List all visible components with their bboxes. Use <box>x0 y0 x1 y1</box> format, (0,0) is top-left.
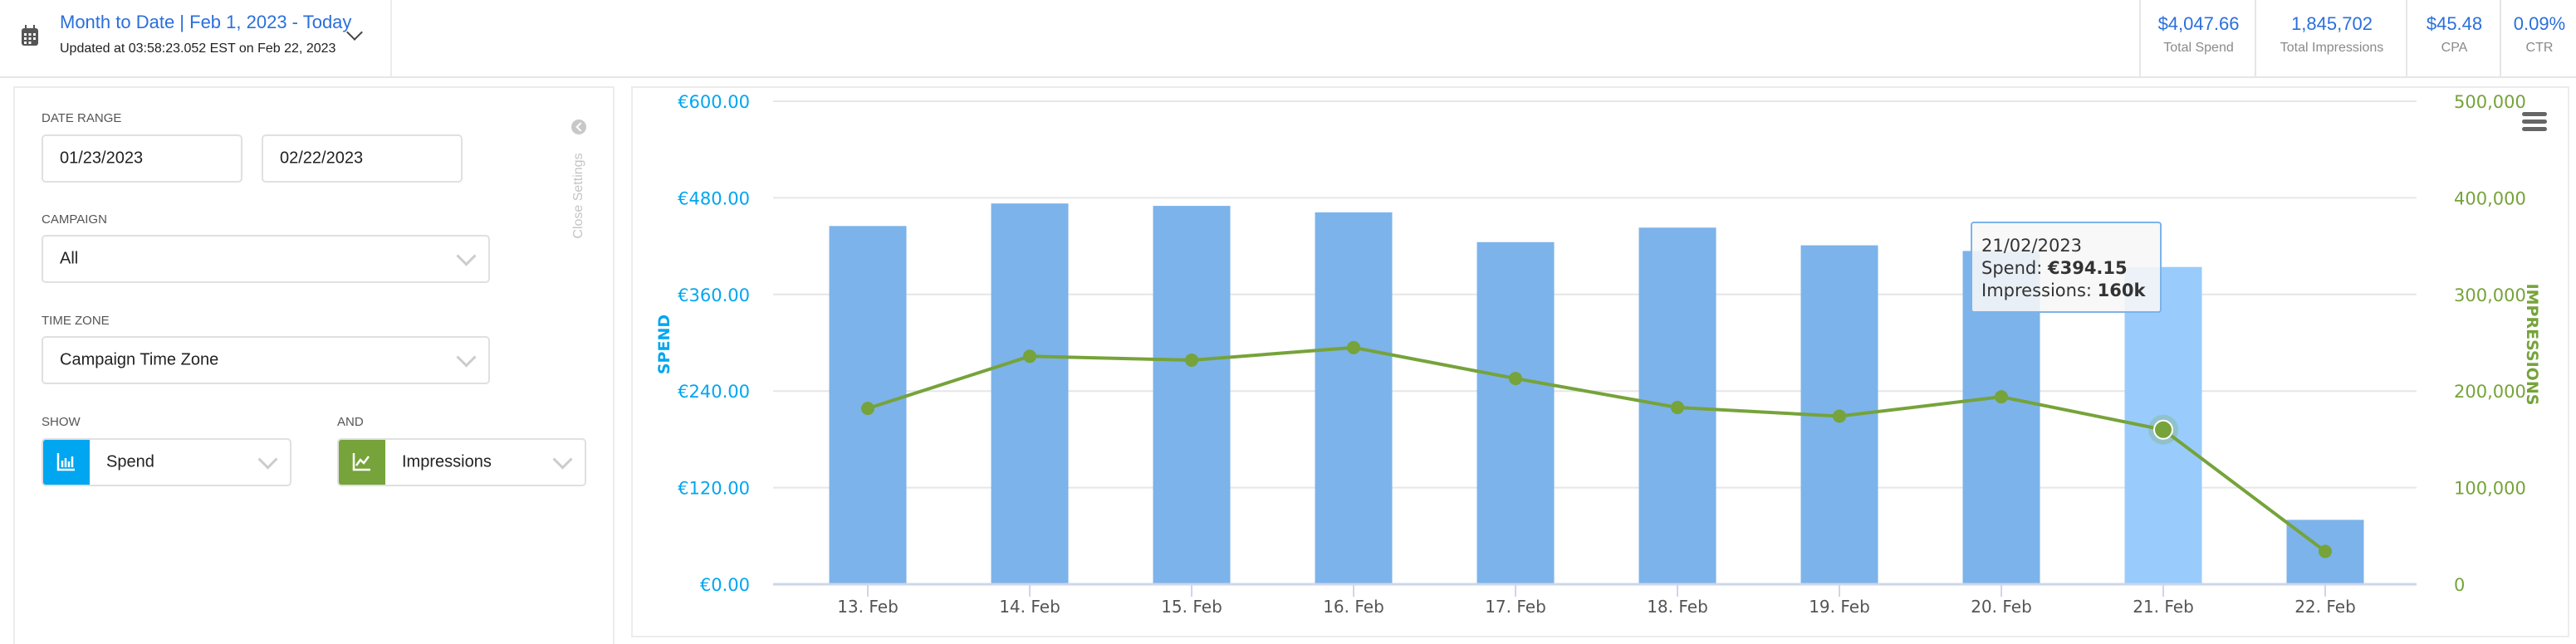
stat-cpa: $45.48 CPA <box>2406 0 2501 76</box>
y-tick-label: €600.00 <box>678 92 750 112</box>
line-chart-icon <box>339 440 385 485</box>
y2-tick-label: 100,000 <box>2454 479 2526 499</box>
impressions-point[interactable] <box>2153 419 2173 440</box>
impressions-point[interactable] <box>1509 372 1522 386</box>
y2-tick-label: 300,000 <box>2454 285 2526 305</box>
tooltip-impressions-value: 160k <box>2098 281 2147 300</box>
bar-chart-icon <box>43 440 90 485</box>
impressions-point[interactable] <box>1023 349 1036 363</box>
svg-text:Spend: €394.15: Spend: €394.15 <box>1981 258 2128 278</box>
date-range-label: DATE RANGE <box>42 111 122 125</box>
x-tick-label: 18. Feb <box>1647 597 1708 617</box>
spend-bar[interactable] <box>1153 206 1231 584</box>
y-tick-label: €240.00 <box>678 382 750 402</box>
tooltip-impressions-label: Impressions: <box>1981 281 2098 300</box>
x-tick-label: 16. Feb <box>1323 597 1384 617</box>
chart-tooltip: 21/02/2023 Spend: €394.15 Impressions: 1… <box>1971 222 2162 313</box>
stat-value: $45.48 <box>2426 13 2483 34</box>
calendar-icon <box>22 25 38 46</box>
updated-timestamp: Updated at 03:58:23.052 EST on Feb 22, 2… <box>60 41 336 56</box>
end-date-value: 02/22/2023 <box>280 149 364 168</box>
impressions-line <box>867 345 2327 554</box>
impressions-point[interactable] <box>1347 340 1360 354</box>
spend-bar[interactable] <box>991 203 1069 584</box>
and-metric-value: Impressions <box>402 452 492 471</box>
top-header: Month to Date | Feb 1, 2023 - Today Upda… <box>0 0 2576 78</box>
spend-bar[interactable] <box>1477 242 1555 584</box>
and-label: AND <box>337 415 364 429</box>
stat-label: CPA <box>2441 41 2468 55</box>
x-tick-label: 21. Feb <box>2133 597 2194 617</box>
y2-tick-label: 400,000 <box>2454 188 2526 208</box>
chart-panel <box>631 86 2569 637</box>
date-range-picker[interactable]: Month to Date | Feb 1, 2023 - Today Upda… <box>0 0 392 76</box>
campaign-select[interactable]: All <box>42 235 490 283</box>
x-tick-label: 13. Feb <box>837 597 899 617</box>
stat-ctr: 0.09% CTR <box>2500 0 2576 76</box>
campaign-value: All <box>60 249 79 268</box>
x-tick-label: 22. Feb <box>2294 597 2356 617</box>
timezone-value: Campaign Time Zone <box>60 350 219 369</box>
x-tick-label: 17. Feb <box>1485 597 1546 617</box>
start-date-input[interactable]: 01/23/2023 <box>42 134 242 183</box>
y-tick-label: €0.00 <box>700 575 750 595</box>
x-tick-label: 14. Feb <box>999 597 1060 617</box>
and-metric-select[interactable]: Impressions <box>337 438 586 486</box>
y2-tick-label: 200,000 <box>2454 382 2526 402</box>
stat-value: $4,047.66 <box>2157 13 2240 34</box>
y-axis-title: SPEND <box>655 315 673 374</box>
spend-bar[interactable] <box>1315 212 1393 585</box>
impressions-point[interactable] <box>1671 400 1684 414</box>
chevron-left-icon[interactable] <box>571 120 586 134</box>
y-tick-label: €120.00 <box>678 479 750 499</box>
date-range-title[interactable]: Month to Date | Feb 1, 2023 - Today <box>60 12 352 32</box>
y-tick-label: €360.00 <box>678 285 750 305</box>
impressions-point[interactable] <box>1995 390 2008 404</box>
stat-label: CTR <box>2525 41 2554 55</box>
end-date-input[interactable]: 02/22/2023 <box>262 134 463 183</box>
y2-axis-title: IMPRESSIONS <box>2523 284 2541 406</box>
stat-total-spend: $4,047.66 Total Spend <box>2139 0 2256 76</box>
x-tick-label: 20. Feb <box>1971 597 2032 617</box>
x-tick-label: 19. Feb <box>1809 597 1870 617</box>
show-metric-value: Spend <box>106 452 154 471</box>
show-metric-select[interactable]: Spend <box>42 438 291 486</box>
timezone-label: TIME ZONE <box>42 314 110 328</box>
y2-tick-label: 500,000 <box>2454 92 2526 112</box>
x-tick-label: 15. Feb <box>1161 597 1222 617</box>
tooltip-spend-value: €394.15 <box>2047 258 2128 278</box>
impressions-point[interactable] <box>861 402 874 416</box>
y2-tick-label: 0 <box>2454 575 2465 595</box>
tooltip-date: 21/02/2023 <box>1981 236 2082 256</box>
campaign-label: CAMPAIGN <box>42 212 107 227</box>
stat-label: Total Spend <box>2163 41 2234 55</box>
y-tick-label: €480.00 <box>678 188 750 208</box>
chart-menu-button[interactable] <box>2522 112 2547 131</box>
impressions-point[interactable] <box>1833 409 1846 423</box>
stat-value: 0.09% <box>2513 13 2566 34</box>
stat-value: 1,845,702 <box>2291 13 2373 34</box>
impressions-point[interactable] <box>2319 544 2332 559</box>
start-date-value: 01/23/2023 <box>60 149 144 168</box>
impressions-point[interactable] <box>1185 353 1198 367</box>
svg-text:Impressions: 160k: Impressions: 160k <box>1981 281 2146 300</box>
stat-label: Total Impressions <box>2280 41 2384 55</box>
tooltip-spend-label: Spend: <box>1981 258 2048 278</box>
timezone-select[interactable]: Campaign Time Zone <box>42 336 490 384</box>
show-label: SHOW <box>42 415 81 429</box>
stat-total-impressions: 1,845,702 Total Impressions <box>2255 0 2407 76</box>
settings-panel: DATE RANGE 01/23/2023 02/22/2023 CAMPAIG… <box>13 86 615 644</box>
